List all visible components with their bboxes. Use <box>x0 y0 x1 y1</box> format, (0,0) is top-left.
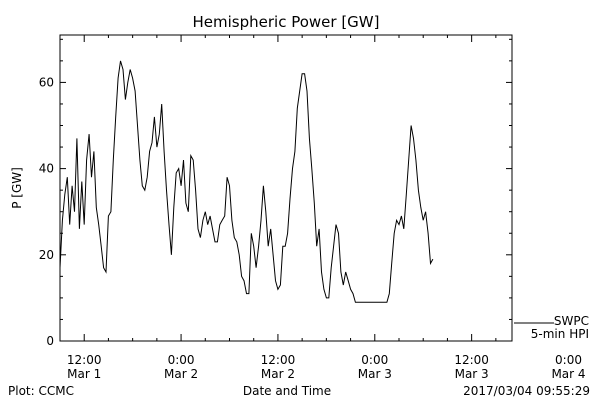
y-tick-label: 20 <box>39 248 54 262</box>
plot-timestamp: 2017/03/04 09:55:29 <box>463 384 590 398</box>
y-tick-label: 40 <box>39 162 54 176</box>
x-tick-time-label: 0:00 <box>555 353 582 367</box>
x-tick-date-label: Mar 4 <box>551 367 585 381</box>
y-axis-ticks: 0 20 40 60 <box>39 38 512 348</box>
hpi-series-line <box>59 60 434 303</box>
plot-frame <box>59 34 513 342</box>
legend-swpc: SWPC <box>554 314 589 328</box>
x-tick-date-label: Mar 3 <box>358 367 392 381</box>
x-tick-date-label: Mar 2 <box>261 367 295 381</box>
x-tick-date-label: Mar 2 <box>164 367 198 381</box>
y-axis-label: P [GW] <box>10 167 24 209</box>
x-tick-time-label: 12:00 <box>67 353 102 367</box>
plot-credit: Plot: CCMC <box>8 384 74 398</box>
x-tick-time-label: 0:00 <box>361 353 388 367</box>
x-tick-date-label: Mar 1 <box>67 367 101 381</box>
y-tick-label: 0 <box>46 334 54 348</box>
x-tick-date-label: Mar 3 <box>455 367 489 381</box>
x-tick-time-label: 12:00 <box>454 353 489 367</box>
x-tick-time-label: 12:00 <box>261 353 296 367</box>
x-tick-time-label: 0:00 <box>168 353 195 367</box>
y-tick-label: 60 <box>39 75 54 89</box>
chart-title: Hemispheric Power [GW] <box>193 13 380 31</box>
x-axis-label: Date and Time <box>243 384 331 398</box>
legend-5min-hpi: 5-min HPI <box>531 327 589 341</box>
